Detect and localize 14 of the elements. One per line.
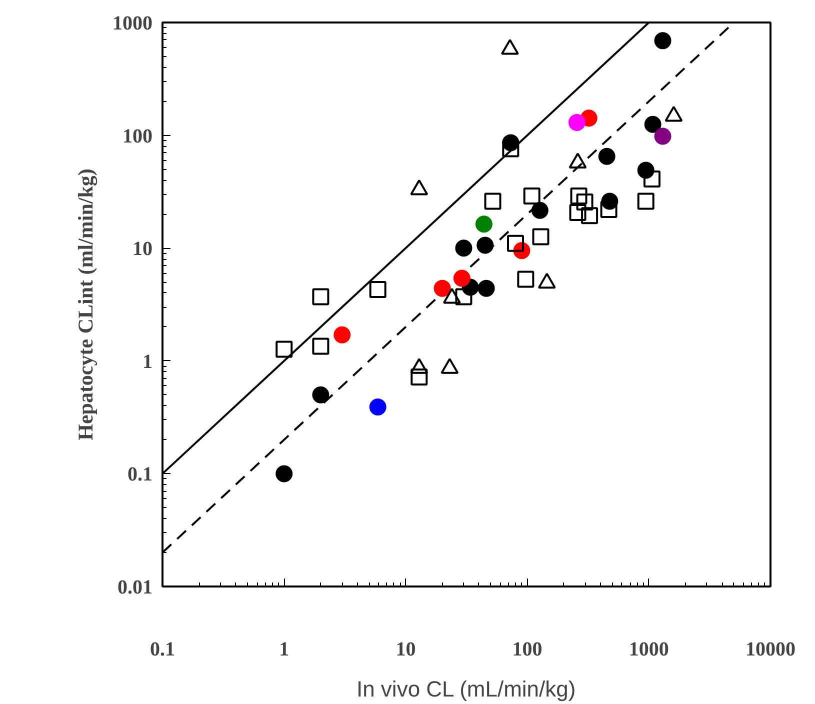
y-axis-title: Hepatocyte CLint (ml/min/kg): [74, 168, 98, 440]
x-axis-title: In vivo CL (mL/min/kg): [356, 676, 576, 702]
y-tick-label: 1000: [112, 12, 152, 34]
x-tick-label: 0.1: [150, 638, 175, 660]
y-tick-label: 1: [142, 350, 152, 373]
x-tick-label: 1: [279, 638, 290, 660]
y-tick-label: 0.1: [128, 464, 152, 486]
x-tick-label: 10: [396, 638, 416, 660]
y-tick-label: 10: [132, 238, 152, 260]
y-tick-label: 100: [122, 125, 152, 148]
x-tick-label: 10000: [746, 638, 796, 660]
x-tick-label: 1000: [628, 638, 669, 660]
x-tick-label: 100: [512, 638, 542, 660]
y-tick-label: 0.01: [118, 576, 152, 598]
